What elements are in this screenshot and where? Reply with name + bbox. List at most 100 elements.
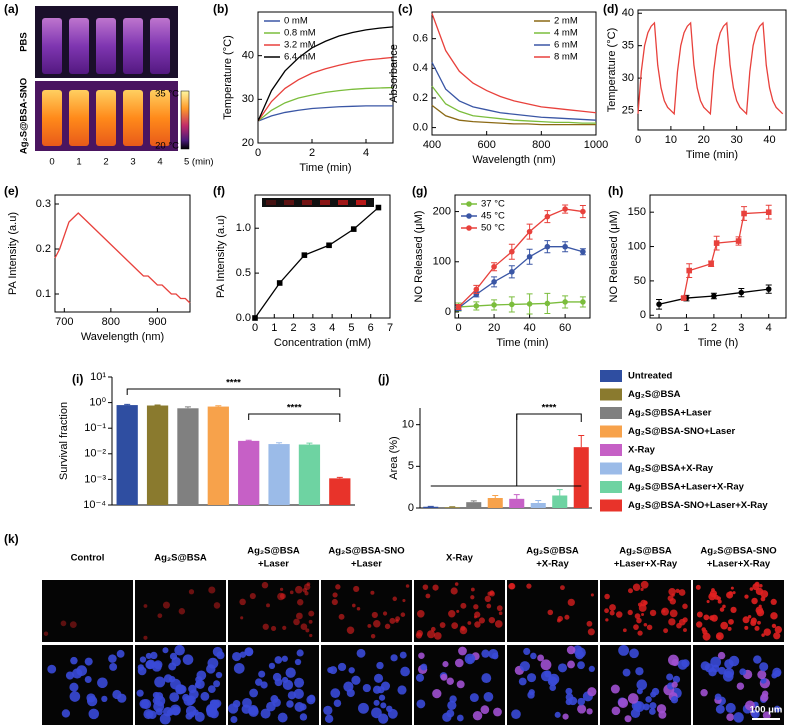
- legend-swatch: [600, 481, 622, 493]
- cell: [286, 700, 294, 708]
- legend-swatch: [600, 444, 622, 456]
- x-tick-label: 900: [148, 316, 166, 328]
- cell: [682, 603, 688, 610]
- marker: [544, 213, 551, 220]
- cell: [294, 677, 305, 688]
- cell: [456, 609, 460, 613]
- cell: [376, 661, 384, 670]
- y-axis-label: PA Intensity (a.u): [7, 212, 19, 295]
- legend-label: 8 mM: [554, 52, 578, 63]
- cell: [169, 652, 178, 660]
- significance-bracket: [248, 413, 341, 422]
- cell: [586, 708, 593, 715]
- cell: [143, 604, 148, 608]
- bar: [146, 405, 169, 505]
- cell: [489, 591, 495, 597]
- cell: [307, 694, 316, 703]
- cell: [380, 702, 387, 709]
- cell: [604, 593, 610, 600]
- cell: [757, 620, 761, 625]
- cell: [392, 596, 398, 602]
- inset-spot: [338, 200, 348, 205]
- column-label: Ag₂S@BSA-SNO: [700, 546, 776, 557]
- legend-swatch: [600, 407, 622, 419]
- cell: [274, 656, 283, 664]
- cell: [384, 623, 391, 630]
- x-tick-label: 5: [348, 322, 354, 334]
- cell: [333, 699, 342, 707]
- inset-spot: [356, 200, 366, 205]
- cell: [696, 621, 703, 628]
- cell: [207, 685, 216, 693]
- cell: [700, 661, 710, 671]
- cell: [609, 610, 615, 616]
- inset-spot: [284, 200, 294, 205]
- cell: [717, 634, 722, 639]
- x-axis-label: Wavelength (nm): [472, 154, 555, 166]
- bar: [509, 498, 525, 508]
- cell: [348, 667, 355, 674]
- panel-label: (f): [213, 184, 225, 198]
- cell: [627, 693, 639, 704]
- x-tick-label: 3: [310, 322, 316, 334]
- x-axis-label: Time (min): [496, 337, 548, 349]
- cell: [756, 608, 765, 617]
- y-tick-label: 150: [628, 206, 646, 218]
- cell: [293, 688, 304, 700]
- cell: [590, 593, 594, 597]
- cell: [84, 676, 92, 683]
- bar: [177, 408, 199, 505]
- x-tick-label: 2: [291, 322, 297, 334]
- vial: [69, 90, 89, 146]
- cell: [43, 631, 49, 636]
- y-tick-label: 0.5: [236, 267, 251, 279]
- cell: [577, 697, 586, 706]
- cell: [213, 680, 221, 688]
- cell: [425, 593, 431, 599]
- cell: [399, 651, 407, 659]
- cell: [454, 582, 459, 586]
- marker: [509, 269, 515, 275]
- cell: [717, 651, 726, 660]
- x-tick-label: 2: [711, 322, 717, 334]
- column-label: +X-Ray: [536, 559, 569, 570]
- cell: [770, 612, 778, 620]
- cell: [577, 704, 587, 714]
- x-tick-label: 600: [477, 139, 495, 151]
- cell: [194, 681, 201, 688]
- y-axis-label: NO Released (μM): [608, 211, 620, 303]
- cell: [415, 673, 425, 682]
- marker: [711, 293, 717, 299]
- cell: [751, 597, 758, 605]
- cell: [337, 662, 347, 672]
- panel-label: (k): [4, 532, 19, 546]
- cell: [669, 609, 678, 618]
- cell: [196, 670, 207, 681]
- panel-label: (j): [378, 372, 389, 386]
- cell: [724, 659, 734, 669]
- cell: [232, 651, 242, 662]
- error-bar: [124, 403, 131, 406]
- column-label: Ag₂S@BSA: [154, 553, 207, 564]
- scale-bar-label: 100 μm: [750, 705, 783, 716]
- cell: [432, 584, 439, 591]
- cell: [611, 706, 621, 716]
- x-axis-label: Time (min): [686, 149, 738, 161]
- cell: [744, 625, 749, 630]
- cell: [61, 709, 71, 718]
- marker: [491, 279, 497, 285]
- error-bar: [556, 489, 563, 496]
- cell: [667, 595, 674, 602]
- cell: [610, 684, 620, 694]
- marker: [326, 242, 332, 249]
- cell: [470, 595, 475, 600]
- cell: [299, 703, 307, 711]
- bar: [552, 495, 568, 508]
- cell: [751, 709, 760, 719]
- cell: [215, 671, 223, 679]
- cell: [682, 617, 688, 623]
- cell: [162, 601, 170, 609]
- cell: [537, 654, 545, 662]
- cell: [637, 630, 643, 636]
- vial: [42, 90, 62, 146]
